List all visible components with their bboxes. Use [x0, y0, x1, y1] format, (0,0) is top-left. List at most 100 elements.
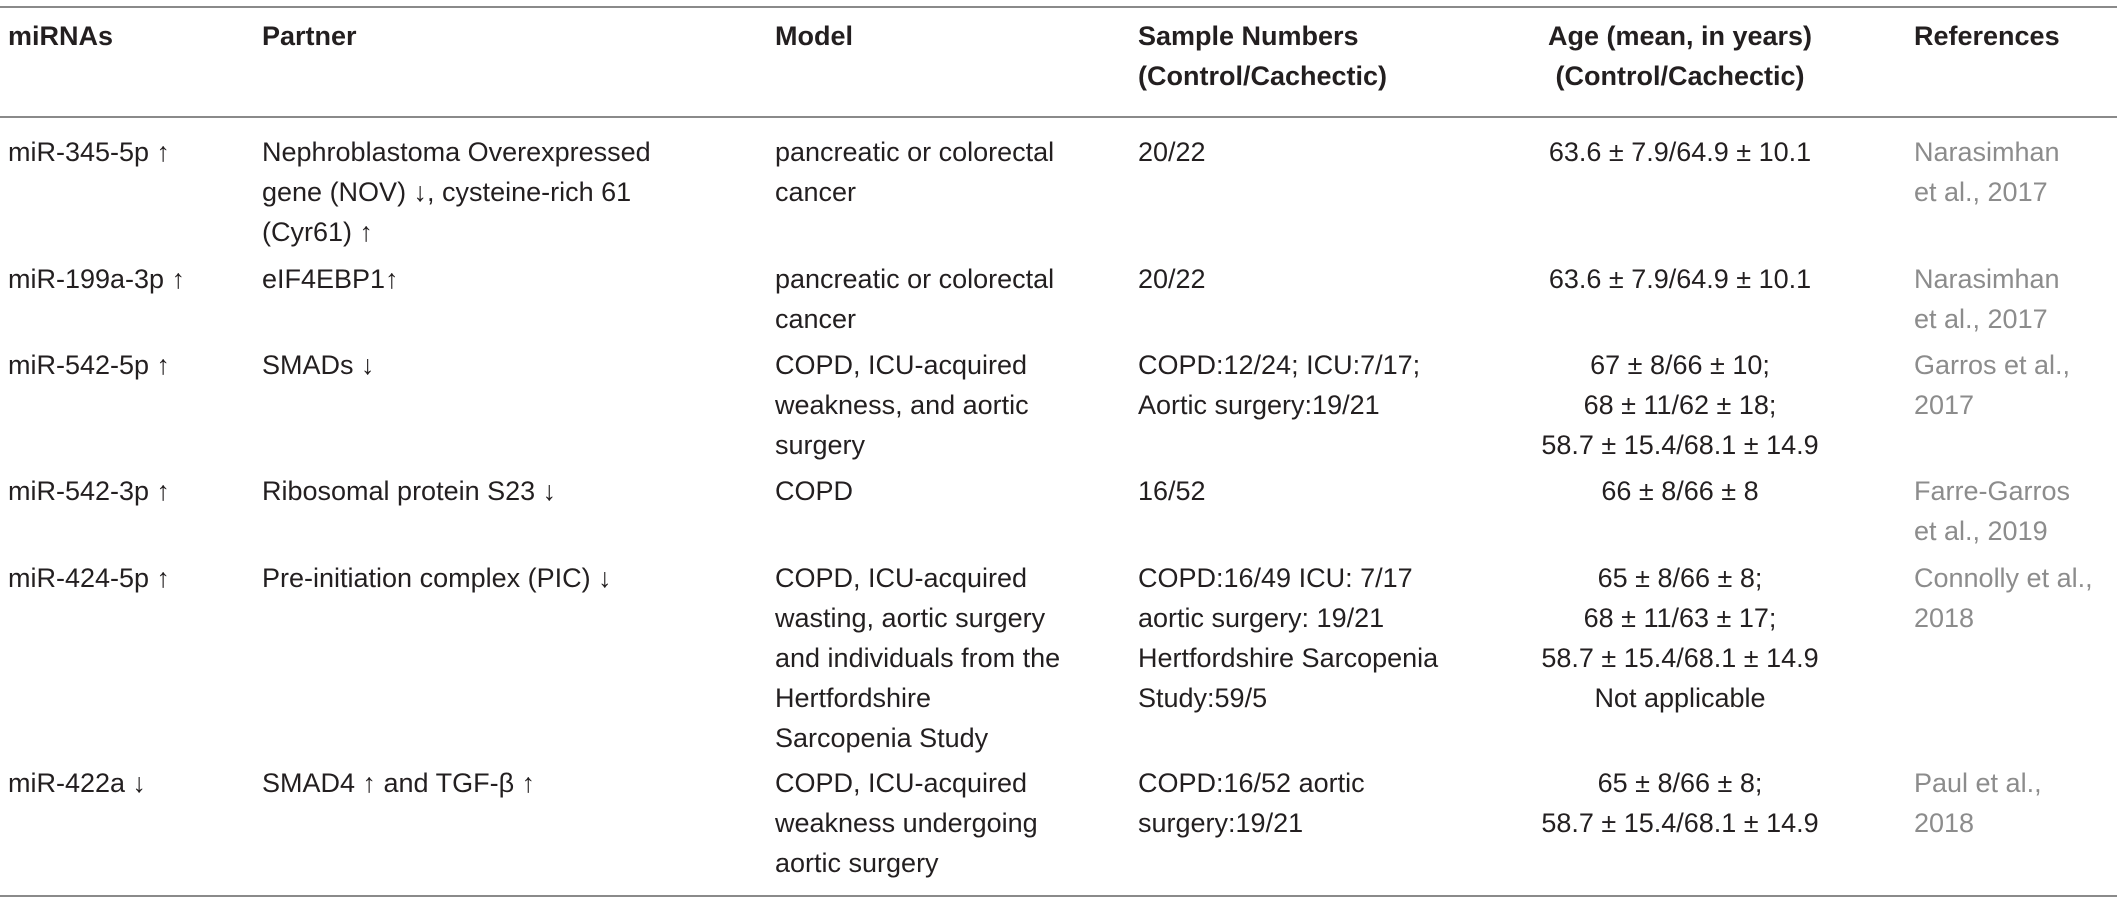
cell-model: pancreatic or colorectal cancer [775, 259, 1054, 339]
cell-model-line: COPD, ICU-acquired [775, 768, 1028, 798]
cell-model-line: COPD, ICU-acquired [775, 350, 1028, 380]
cell-partner-line: eIF4EBP1↑ [262, 264, 399, 294]
table-bottom-rule [0, 895, 2117, 897]
cell-age-line: 58.7 ± 15.4/68.1 ± 14.9 [1541, 808, 1819, 838]
cell-age-line: 68 ± 11/63 ± 17; [1583, 603, 1777, 633]
cell-reference-line: Narasimhan [1914, 137, 2060, 167]
cell-model-line: COPD [775, 476, 854, 506]
cell-age-line: Not applicable [1594, 683, 1766, 713]
cell-age-line: 58.7 ± 15.4/68.1 ± 14.9 [1541, 430, 1819, 460]
cell-partner: Ribosomal protein S23 ↓ [262, 471, 556, 511]
cell-model: COPD [775, 471, 853, 511]
cell-model-line: pancreatic or colorectal [775, 264, 1055, 294]
cell-age-line: 63.6 ± 7.9/64.9 ± 10.1 [1548, 264, 1812, 294]
cell-model: COPD, ICU-acquired wasting, aortic surge… [775, 558, 1060, 758]
cell-age-line: 68 ± 11/62 ± 18; [1583, 390, 1777, 420]
cell-samples: 20/22 [1138, 259, 1206, 299]
cell-age: 63.6 ± 7.9/64.9 ± 10.1 [1510, 259, 1850, 299]
cell-partner-line: SMAD4 ↑ and TGF-β ↑ [262, 768, 536, 798]
cell-samples: COPD:16/52 aortic surgery:19/21 [1138, 763, 1365, 843]
header-age-line-2: (Control/Cachectic) [1555, 61, 1805, 91]
cell-samples-line: Aortic surgery:19/21 [1138, 390, 1380, 420]
cell-model-line: Hertfordshire [775, 683, 932, 713]
header-age-line-1: Age (mean, in years) [1547, 21, 1813, 51]
cell-age: 67 ± 8/66 ± 10; 68 ± 11/62 ± 18; 58.7 ± … [1510, 345, 1850, 465]
cell-partner-line: gene (NOV) ↓, cysteine-rich 61 [262, 177, 632, 207]
cell-model-line: cancer [775, 304, 857, 334]
cell-samples-line: 20/22 [1138, 264, 1206, 294]
cell-partner-line: SMADs ↓ [262, 350, 375, 380]
cell-samples-line: 16/52 [1138, 476, 1206, 506]
header-divider-rule [0, 116, 2117, 118]
cell-age: 65 ± 8/66 ± 8; 58.7 ± 15.4/68.1 ± 14.9 [1510, 763, 1850, 843]
cell-age: 65 ± 8/66 ± 8; 68 ± 11/63 ± 17; 58.7 ± 1… [1510, 558, 1850, 718]
cell-model: COPD, ICU-acquired weakness, and aortic … [775, 345, 1029, 465]
cell-reference-line: et al., 2019 [1914, 516, 2048, 546]
cell-mirna: miR-422a ↓ [8, 768, 147, 798]
cell-reference-line: Farre-Garros [1914, 476, 2071, 506]
cell-reference-line: et al., 2017 [1914, 304, 2048, 334]
cell-samples: COPD:12/24; ICU:7/17; Aortic surgery:19/… [1138, 345, 1420, 425]
cell-model-line: Sarcopenia Study [775, 723, 989, 753]
cell-samples-line: aortic surgery: 19/21 [1138, 603, 1385, 633]
cell-reference-line: 2018 [1914, 603, 1975, 633]
header-references: References [1914, 21, 2060, 51]
header-partner: Partner [262, 21, 357, 51]
cell-samples: 20/22 [1138, 132, 1206, 172]
table-top-rule [0, 6, 2117, 8]
cell-partner: Nephroblastoma Overexpressed gene (NOV) … [262, 132, 651, 252]
cell-reference: Narasimhan et al., 2017 [1914, 132, 2060, 212]
cell-samples-line: COPD:16/52 aortic [1138, 768, 1365, 798]
cell-age-line: 58.7 ± 15.4/68.1 ± 14.9 [1541, 643, 1819, 673]
header-mirnas: miRNAs [8, 21, 114, 51]
cell-samples-line: Hertfordshire Sarcopenia [1138, 643, 1439, 673]
cell-reference-line: 2017 [1914, 390, 1975, 420]
header-sample-numbers: Sample Numbers (Control/Cachectic) [1138, 16, 1387, 96]
cell-reference-line: Connolly et al., [1914, 563, 2093, 593]
header-age: Age (mean, in years) (Control/Cachectic) [1510, 16, 1850, 96]
cell-reference-line: 2018 [1914, 808, 1975, 838]
cell-model-line: weakness, and aortic [775, 390, 1029, 420]
cell-partner-line: Ribosomal protein S23 ↓ [262, 476, 557, 506]
cell-model-line: wasting, aortic surgery [775, 603, 1046, 633]
cell-model: pancreatic or colorectal cancer [775, 132, 1054, 212]
cell-model-line: COPD, ICU-acquired [775, 563, 1028, 593]
cell-mirna: miR-542-3p ↑ [8, 476, 171, 506]
cell-model-line: and individuals from the [775, 643, 1061, 673]
cell-partner: Pre-initiation complex (PIC) ↓ [262, 558, 612, 598]
cell-mirna: miR-424-5p ↑ [8, 563, 171, 593]
cell-model-line: pancreatic or colorectal [775, 137, 1055, 167]
cell-partner: SMADs ↓ [262, 345, 375, 385]
cell-reference-line: Narasimhan [1914, 264, 2060, 294]
cell-reference: Connolly et al., 2018 [1914, 558, 2093, 638]
cell-reference-line: Paul et al., [1914, 768, 2042, 798]
cell-samples-line: COPD:16/49 ICU: 7/17 [1138, 563, 1413, 593]
cell-samples-line: COPD:12/24; ICU:7/17; [1138, 350, 1421, 380]
cell-age-line: 65 ± 8/66 ± 8; [1597, 768, 1763, 798]
cell-reference: Garros et al., 2017 [1914, 345, 2070, 425]
cell-reference: Paul et al., 2018 [1914, 763, 2042, 843]
cell-mirna: miR-199a-3p ↑ [8, 264, 186, 294]
cell-partner-line: Nephroblastoma Overexpressed [262, 137, 651, 167]
cell-reference-line: Garros et al., [1914, 350, 2071, 380]
cell-age: 66 ± 8/66 ± 8 [1510, 471, 1850, 511]
cell-age-line: 65 ± 8/66 ± 8; [1597, 563, 1763, 593]
header-sample-line-2: (Control/Cachectic) [1138, 61, 1388, 91]
cell-age-line: 66 ± 8/66 ± 8 [1601, 476, 1759, 506]
cell-model-line: surgery [775, 430, 866, 460]
cell-partner: eIF4EBP1↑ [262, 259, 399, 299]
cell-samples-line: Study:59/5 [1138, 683, 1268, 713]
cell-model: COPD, ICU-acquired weakness undergoing a… [775, 763, 1038, 883]
cell-mirna: miR-542-5p ↑ [8, 350, 171, 380]
cell-samples-line: surgery:19/21 [1138, 808, 1304, 838]
header-model: Model [775, 21, 853, 51]
cell-model-line: weakness undergoing [775, 808, 1038, 838]
cell-reference-line: et al., 2017 [1914, 177, 2048, 207]
cell-reference: Farre-Garros et al., 2019 [1914, 471, 2070, 551]
cell-age-line: 63.6 ± 7.9/64.9 ± 10.1 [1548, 137, 1812, 167]
cell-model-line: aortic surgery [775, 848, 939, 878]
cell-samples-line: 20/22 [1138, 137, 1206, 167]
cell-mirna: miR-345-5p ↑ [8, 137, 171, 167]
header-sample-line-1: Sample Numbers [1138, 21, 1359, 51]
cell-reference: Narasimhan et al., 2017 [1914, 259, 2060, 339]
